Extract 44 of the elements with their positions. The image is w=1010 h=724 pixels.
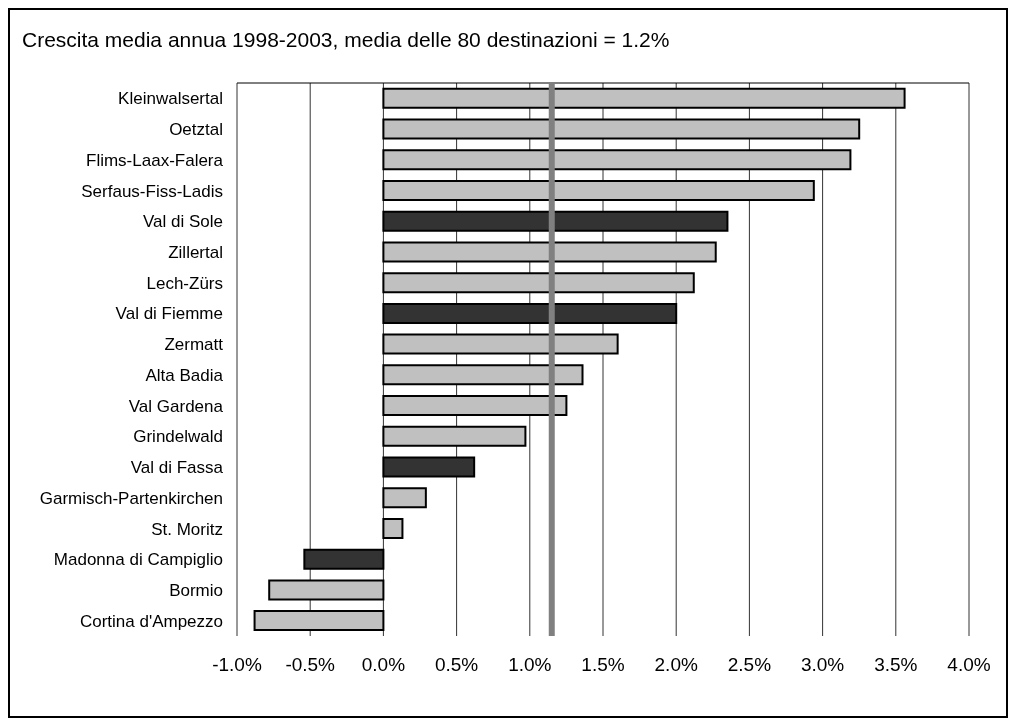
y-tick-label: Oetztal (169, 120, 223, 140)
y-tick-label: Alta Badia (145, 365, 224, 385)
y-tick-label: St. Moritz (151, 519, 223, 539)
bar (382, 395, 568, 417)
y-tick-label: Garmisch-Partenkirchen (39, 488, 223, 508)
y-tick-label: Kleinwalsertal (118, 89, 223, 109)
x-tick-label: -1.0% (212, 654, 262, 676)
y-tick-label: Madonna di Campiglio (53, 550, 223, 570)
x-tick-label: -0.5% (285, 654, 336, 676)
y-tick-label: Serfaus-Fiss-Ladis (81, 181, 223, 201)
x-tick-label: 4.0% (947, 654, 991, 676)
y-tick-label: Grindelwald (133, 427, 223, 447)
bar (268, 579, 385, 601)
y-tick-label: Val di Sole (142, 212, 223, 232)
x-tick-label: 1.0% (508, 654, 552, 676)
bar (382, 487, 427, 509)
bar (253, 610, 385, 632)
bar (382, 149, 852, 171)
bar (382, 180, 815, 201)
y-tick-label: Zillertal (168, 243, 223, 263)
y-tick-label: Val Gardena (128, 396, 224, 416)
x-tick-label: 0.5% (434, 654, 479, 676)
chart-subtitle: Crescita media annua 1998-2003, media delle 80 destinazioni = 1.2% (22, 28, 670, 52)
x-tick-label: 2.5% (727, 654, 772, 676)
bar (382, 425, 527, 447)
bar (382, 333, 619, 355)
x-tick-label: 3.0% (800, 654, 845, 676)
y-tick-label: Bormio (169, 580, 223, 600)
bar (382, 87, 906, 109)
y-tick-label: Lech-Zürs (146, 273, 223, 293)
y-tick-label: Val di Fassa (130, 458, 224, 478)
bar (382, 517, 404, 539)
bar (382, 118, 861, 140)
x-tick-label: 1.5% (581, 654, 625, 676)
y-tick-label: Zermatt (164, 335, 224, 355)
y-tick-label: Flims-Laax-Falera (86, 150, 224, 170)
bar (382, 272, 695, 294)
x-tick-label: 0.0% (361, 654, 406, 676)
bar (382, 364, 584, 386)
x-tick-label: 2.0% (654, 654, 698, 676)
bar (382, 241, 717, 263)
x-tick-label: 3.5% (874, 654, 918, 676)
y-tick-label: Cortina d'Ampezzo (79, 611, 223, 631)
y-tick-label: Val di Fiemme (115, 304, 223, 324)
